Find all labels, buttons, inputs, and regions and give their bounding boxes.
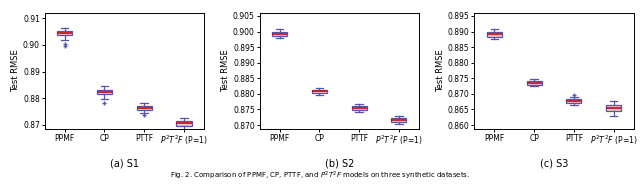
Y-axis label: Test RMSE: Test RMSE [221,49,230,92]
PathPatch shape [177,121,191,126]
PathPatch shape [137,106,152,110]
Text: Fig. 2. Comparison of PPMF, CP, PTTF, and $P^2T^2F$ models on three synthetic da: Fig. 2. Comparison of PPMF, CP, PTTF, an… [170,170,470,182]
PathPatch shape [566,99,582,103]
PathPatch shape [487,32,502,37]
PathPatch shape [527,81,541,85]
PathPatch shape [351,106,367,110]
Text: (a) S1: (a) S1 [110,158,139,168]
Y-axis label: Test RMSE: Test RMSE [11,49,20,92]
Y-axis label: Test RMSE: Test RMSE [436,49,445,92]
PathPatch shape [312,90,327,93]
Text: (c) S3: (c) S3 [540,158,568,168]
PathPatch shape [391,118,406,122]
PathPatch shape [57,31,72,35]
Text: (b) S2: (b) S2 [324,158,354,168]
PathPatch shape [97,90,112,94]
PathPatch shape [606,105,621,111]
PathPatch shape [272,32,287,36]
